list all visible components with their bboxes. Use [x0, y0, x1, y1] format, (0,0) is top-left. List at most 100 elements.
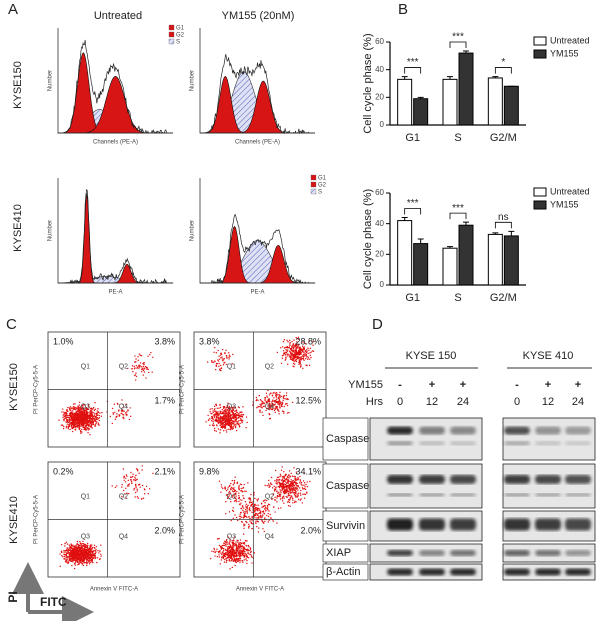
- event-dot: [143, 371, 146, 373]
- event-dot: [302, 355, 304, 357]
- event-dot: [74, 562, 77, 564]
- event-dot: [264, 399, 266, 402]
- event-dot: [112, 413, 115, 415]
- event-dot: [287, 349, 289, 351]
- event-dot: [236, 559, 238, 561]
- event-dot: [69, 406, 72, 408]
- legend-swatch: [168, 31, 175, 38]
- event-dot: [94, 425, 96, 427]
- event-dot: [291, 344, 294, 347]
- event-dot: [145, 485, 148, 488]
- event-dot: [230, 553, 232, 555]
- event-dot: [216, 415, 218, 418]
- event-dot: [212, 361, 214, 364]
- event-dot: [302, 493, 304, 495]
- event-dot: [75, 427, 77, 429]
- event-dot: [112, 412, 114, 414]
- event-dot: [66, 420, 69, 423]
- event-dot: [291, 359, 294, 362]
- event-dot: [81, 408, 83, 410]
- event-dot: [243, 550, 245, 552]
- event-dot: [84, 544, 86, 546]
- event-dot: [281, 357, 284, 359]
- bar: [442, 78, 458, 126]
- event-dot: [251, 517, 253, 519]
- event-dot: [242, 495, 244, 497]
- event-dot: [129, 479, 132, 481]
- event-dot: [98, 419, 100, 422]
- event-dot: [256, 509, 258, 511]
- event-dot: [141, 370, 143, 373]
- event-dot: [226, 418, 228, 421]
- event-dot: [213, 351, 215, 353]
- event-dot: [80, 421, 83, 423]
- event-dot: [240, 417, 242, 420]
- event-dot: [290, 348, 293, 351]
- event-dot: [118, 414, 120, 416]
- event-dot: [75, 552, 78, 554]
- event-dot: [297, 494, 300, 496]
- event-dot: [70, 425, 73, 427]
- legend-label: G1: [176, 26, 185, 32]
- blot-band: [387, 474, 413, 484]
- event-dot: [279, 396, 281, 399]
- event-dot: [213, 414, 216, 417]
- event-dot: [283, 412, 285, 414]
- significance-label: ***: [452, 32, 464, 43]
- error-bar: [417, 96, 424, 99]
- blot-band: [450, 474, 476, 484]
- event-dot: [240, 521, 243, 523]
- event-dot: [267, 509, 269, 511]
- event-dot: [143, 362, 146, 364]
- event-dot: [81, 559, 83, 561]
- event-dot: [239, 561, 241, 564]
- event-dot: [234, 560, 237, 562]
- event-dot: [248, 507, 251, 509]
- event-dot: [136, 490, 138, 492]
- event-dot: [213, 547, 215, 550]
- blot-band: [387, 493, 413, 497]
- blot-band: [535, 441, 561, 446]
- event-dot: [280, 405, 283, 408]
- event-dot: [290, 483, 293, 485]
- event-dot: [228, 552, 230, 554]
- event-dot: [69, 554, 71, 556]
- event-dot: [89, 434, 91, 436]
- event-dot: [287, 355, 289, 357]
- event-dot: [93, 556, 95, 558]
- event-dot: [81, 423, 83, 425]
- event-dot: [241, 560, 244, 562]
- event-dot: [281, 401, 284, 404]
- event-dot: [121, 483, 123, 486]
- event-dot: [135, 372, 137, 374]
- y-axis-label: Number: [48, 220, 54, 241]
- event-dot: [224, 543, 227, 546]
- event-dot: [303, 346, 306, 348]
- event-dot: [280, 469, 283, 472]
- event-dot: [237, 422, 239, 424]
- hours: 12: [426, 396, 438, 408]
- event-dot: [95, 416, 97, 419]
- event-dot: [65, 558, 67, 561]
- y-axis-label: Number: [48, 70, 54, 91]
- event-dot: [78, 544, 81, 547]
- event-dot: [241, 419, 243, 421]
- event-dot: [78, 563, 80, 566]
- event-dot: [241, 505, 244, 507]
- event-dot: [228, 493, 230, 495]
- event-dot: [245, 490, 247, 493]
- event-dot: [251, 562, 253, 564]
- event-dot: [86, 561, 88, 564]
- event-dot: [307, 352, 309, 355]
- quadrant-label: Q4: [265, 534, 274, 541]
- event-dot: [282, 399, 284, 402]
- event-dot: [220, 559, 223, 561]
- event-dot: [89, 549, 92, 551]
- event-dot: [71, 430, 74, 433]
- event-dot: [226, 549, 228, 552]
- event-dot: [299, 479, 301, 481]
- event-dot: [209, 418, 211, 420]
- event-dot: [79, 540, 81, 543]
- event-dot: [81, 428, 83, 431]
- event-dot: [70, 548, 73, 550]
